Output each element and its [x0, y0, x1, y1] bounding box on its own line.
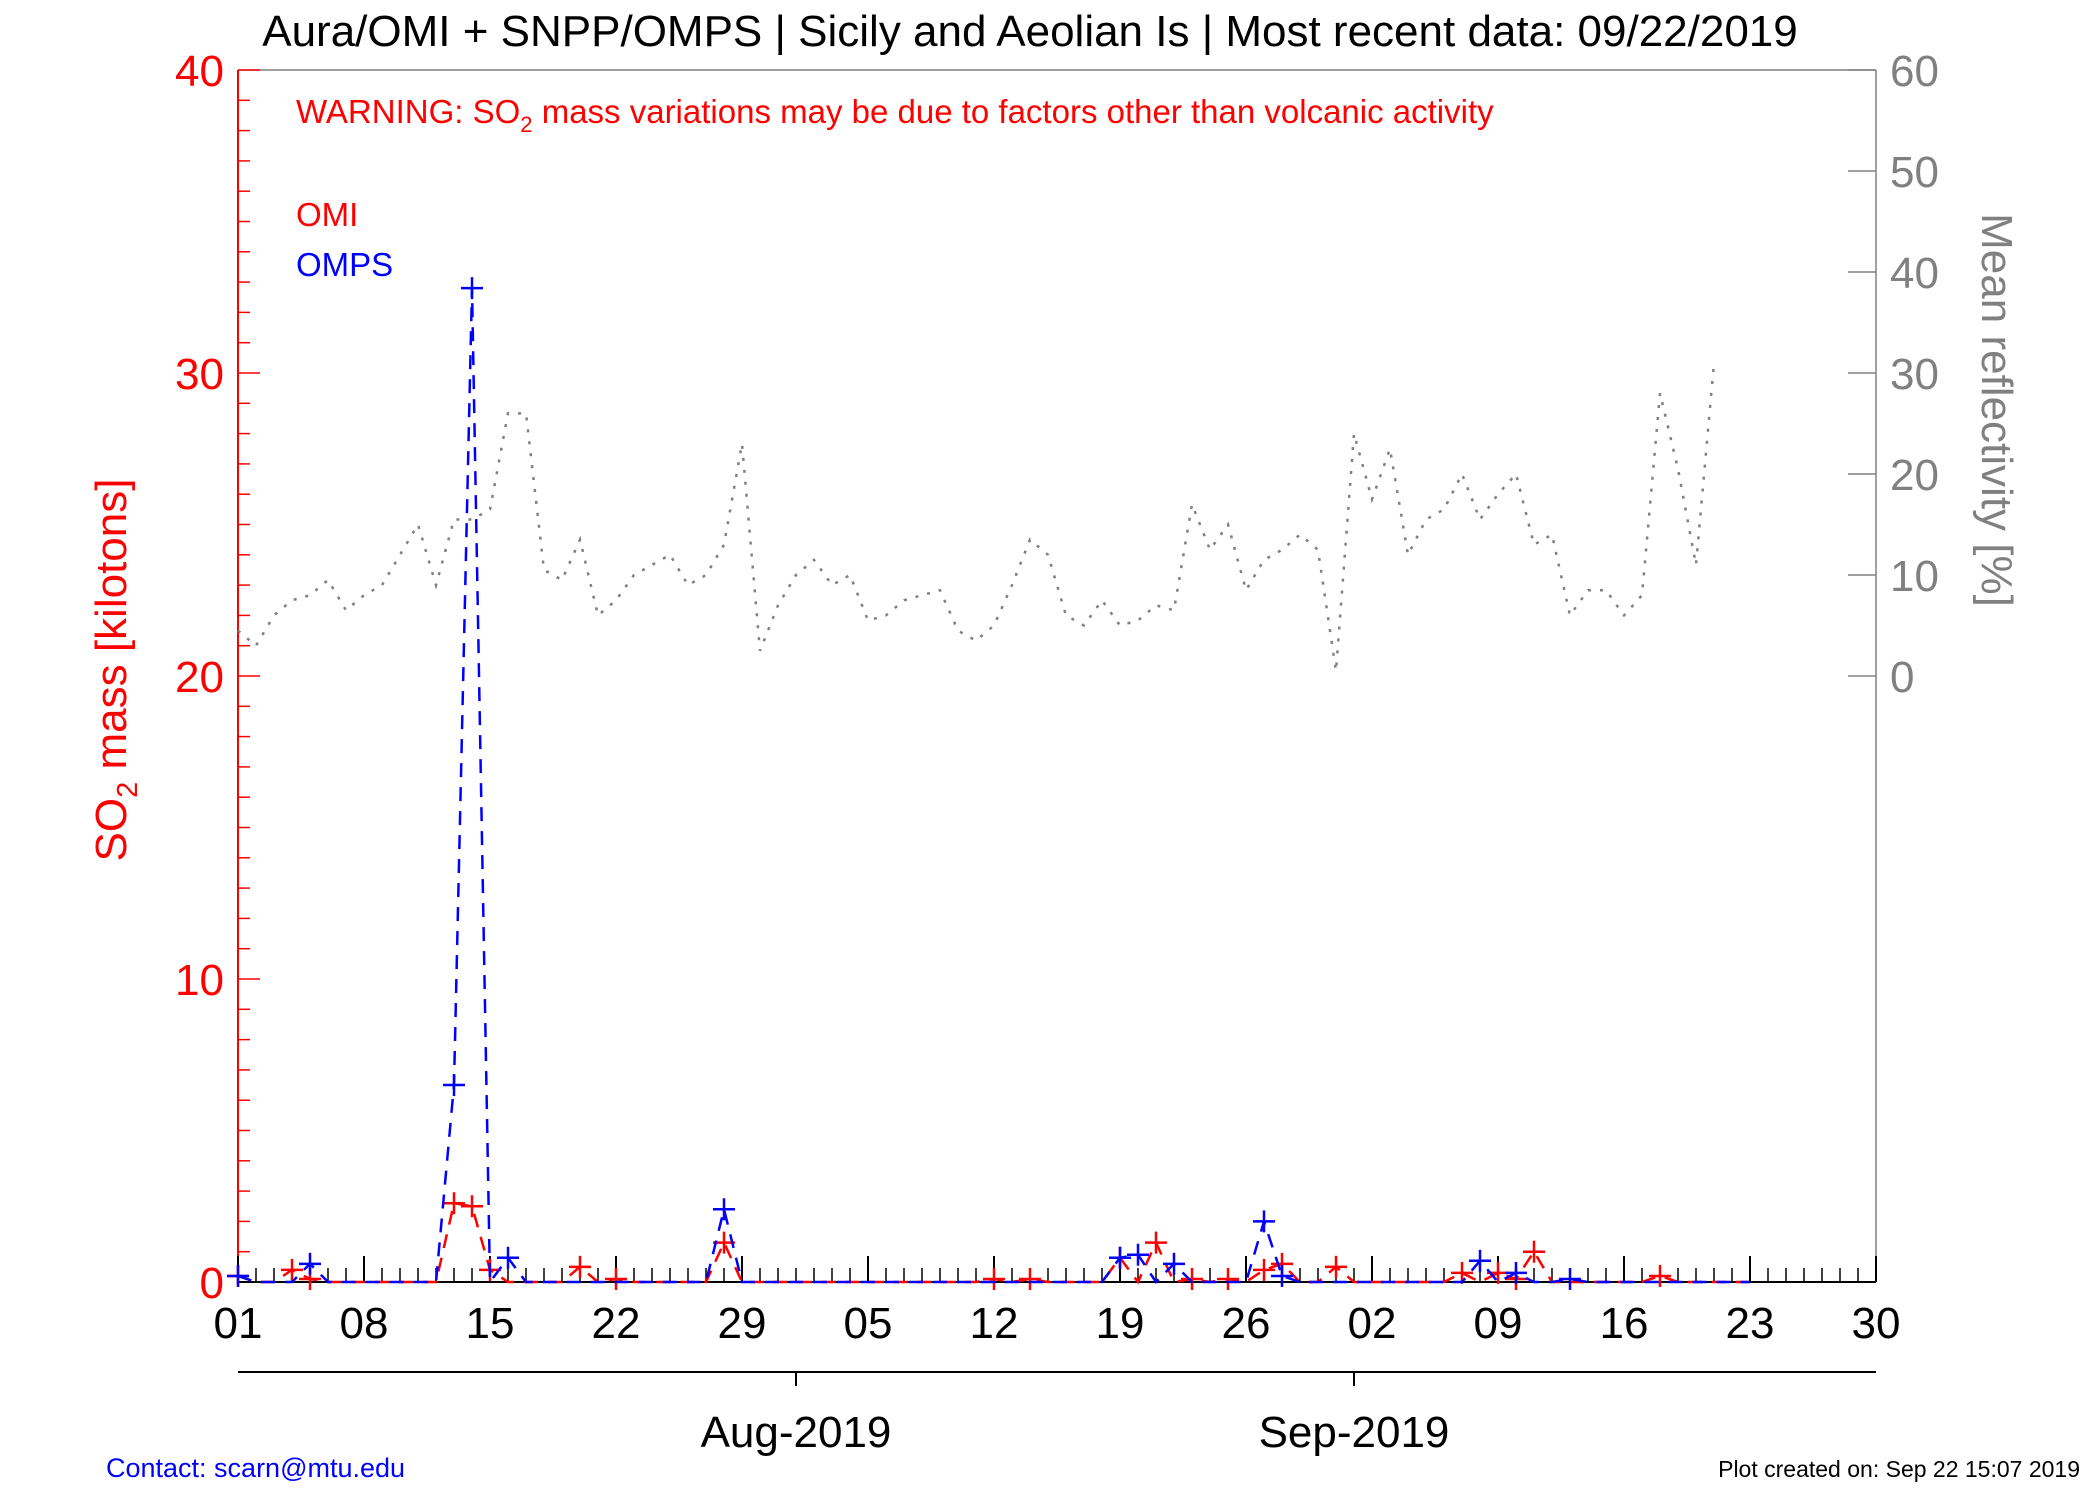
x-tick-label: 15 — [466, 1299, 515, 1348]
left-y-axis: 0 10 20 30 40 — [175, 47, 260, 1308]
omi-marker — [605, 1267, 627, 1290]
plot-created-text: Plot created on: Sep 22 15:07 2019 — [1718, 1456, 2080, 1482]
x-tick-label: 22 — [592, 1299, 641, 1348]
omi-marker — [1523, 1240, 1545, 1263]
omps-marker — [299, 1252, 321, 1275]
right-y-axis: 0 10 20 30 40 50 60 — [1848, 47, 1939, 702]
omps-marker — [227, 1264, 249, 1287]
x-axis: 01 08 15 22 29 05 12 19 26 02 09 16 23 30 — [214, 1256, 1901, 1348]
month-label: Aug-2019 — [701, 1408, 892, 1457]
omps-marker — [1253, 1210, 1275, 1233]
omi-marker — [461, 1195, 483, 1218]
omi-marker — [1649, 1264, 1671, 1287]
omi-marker — [569, 1255, 591, 1278]
warning-prefix: WARNING: SO — [296, 93, 520, 130]
omps-marker — [1469, 1249, 1491, 1272]
legend-omi: OMI — [296, 196, 358, 233]
right-tick-label: 10 — [1890, 552, 1939, 601]
left-tick-label: 20 — [175, 653, 224, 702]
omi-marker — [443, 1192, 465, 1215]
omi-marker — [1181, 1267, 1203, 1290]
left-axis-label-suffix: mass [kilotons] — [87, 479, 136, 782]
month-axis: Aug-2019 Sep-2019 — [238, 1371, 1876, 1457]
omi-marker — [1253, 1258, 1275, 1281]
month-label: Sep-2019 — [1259, 1408, 1450, 1457]
warning-subscript: 2 — [520, 112, 532, 137]
omps-marker — [443, 1074, 465, 1097]
right-tick-label: 30 — [1890, 350, 1939, 399]
right-tick-label: 60 — [1890, 47, 1939, 96]
omps-marker — [461, 277, 483, 300]
contact-text: Contact: scarn@mtu.edu — [106, 1453, 405, 1483]
omps-line — [237, 288, 1750, 1286]
legend-omps: OMPS — [296, 246, 393, 283]
x-tick-label: 29 — [718, 1299, 767, 1348]
omi-marker — [983, 1267, 1005, 1290]
x-tick-label: 12 — [970, 1299, 1019, 1348]
x-tick-label: 09 — [1474, 1299, 1523, 1348]
right-tick-label: 50 — [1890, 148, 1939, 197]
omps-marker — [713, 1198, 735, 1221]
warning-text: WARNING: SO2 mass variations may be due … — [296, 93, 1494, 137]
omps-marker — [1109, 1246, 1131, 1269]
plot-frame — [238, 69, 1877, 1282]
x-tick-label: 01 — [214, 1299, 263, 1348]
left-tick-label: 10 — [175, 956, 224, 1005]
x-tick-label: 16 — [1600, 1299, 1649, 1348]
x-tick-label: 19 — [1096, 1299, 1145, 1348]
omps-marker — [1163, 1252, 1185, 1275]
omi-marker — [281, 1258, 303, 1281]
right-tick-label: 40 — [1890, 249, 1939, 298]
warning-suffix: mass variations may be due to factors ot… — [533, 93, 1495, 130]
chart-title: Aura/OMI + SNPP/OMPS | Sicily and Aeolia… — [262, 7, 1798, 56]
omps-marker — [1505, 1261, 1527, 1284]
omps-marker — [1127, 1243, 1149, 1266]
left-axis-label: SO2 mass [kilotons] — [87, 479, 144, 862]
omps-marker — [1559, 1267, 1581, 1290]
left-tick-label: 0 — [200, 1259, 224, 1308]
omi-marker — [1019, 1267, 1041, 1290]
x-tick-label: 30 — [1852, 1299, 1901, 1348]
x-tick-label: 23 — [1726, 1299, 1775, 1348]
right-axis-label: Mean reflectivity [%] — [1972, 213, 2021, 607]
right-tick-label: 20 — [1890, 451, 1939, 500]
left-axis-label-subscript: 2 — [112, 782, 144, 798]
x-tick-label: 26 — [1222, 1299, 1271, 1348]
omi-marker — [1325, 1255, 1347, 1278]
left-axis-label-prefix: SO — [87, 798, 136, 862]
x-tick-label: 05 — [844, 1299, 893, 1348]
omi-marker — [1145, 1231, 1167, 1254]
omi-marker — [1217, 1267, 1239, 1290]
reflectivity-line — [237, 362, 1716, 672]
right-tick-label: 0 — [1890, 653, 1914, 702]
left-tick-label: 30 — [175, 350, 224, 399]
omps-marker — [1271, 1264, 1293, 1287]
x-tick-label: 08 — [340, 1299, 389, 1348]
omps-marker — [497, 1246, 519, 1269]
left-tick-label: 40 — [175, 47, 224, 96]
series-layer — [227, 277, 1750, 1290]
x-tick-label: 02 — [1348, 1299, 1397, 1348]
